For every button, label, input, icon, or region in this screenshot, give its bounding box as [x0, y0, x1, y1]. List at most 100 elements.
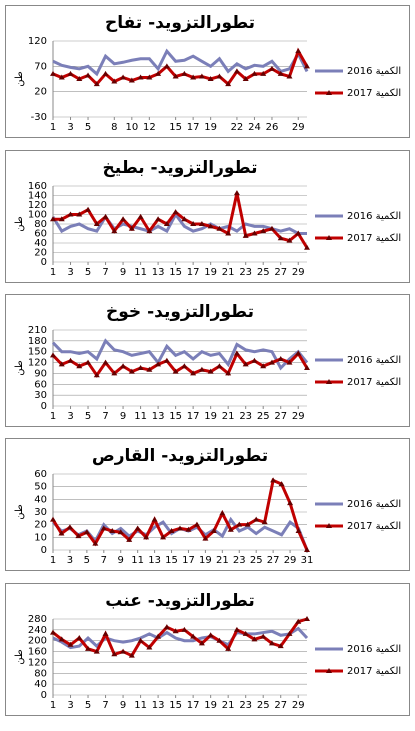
x-tick-label: 5	[85, 700, 91, 711]
point-marker	[242, 361, 249, 367]
y-axis-label: طن	[14, 649, 25, 665]
point-marker	[181, 626, 188, 632]
y-tick-label: 0	[41, 401, 47, 412]
point-marker	[160, 534, 167, 540]
point-marker	[198, 221, 205, 226]
point-marker	[85, 206, 92, 212]
x-tick-label: 29	[292, 122, 305, 133]
point-marker	[137, 213, 144, 219]
x-tick-label: 9	[118, 555, 124, 566]
x-tick-label: 11	[131, 555, 144, 566]
point-marker	[151, 516, 158, 522]
y-tick-label: 60	[34, 379, 47, 390]
point-marker	[277, 355, 284, 361]
point-marker	[207, 368, 214, 374]
point-marker	[227, 526, 234, 532]
point-marker	[102, 359, 109, 365]
x-tick-label: 5	[85, 267, 91, 278]
point-marker	[146, 228, 153, 234]
point-marker	[233, 350, 240, 356]
point-marker	[58, 530, 65, 536]
point-marker	[260, 228, 267, 234]
point-marker	[76, 363, 83, 369]
point-marker	[233, 190, 240, 196]
point-marker	[102, 213, 109, 219]
x-tick-label: 27	[274, 267, 287, 278]
point-marker	[92, 540, 99, 546]
point-marker	[260, 70, 267, 76]
x-tick-label: 22	[231, 122, 244, 133]
x-tick-label: 31	[301, 555, 314, 566]
x-tick-label: 17	[182, 555, 195, 566]
x-tick-label: 7	[102, 700, 108, 711]
x-tick-label: 29	[292, 411, 305, 422]
x-tick-label: 26	[266, 122, 279, 133]
y-tick-label: 20	[34, 87, 47, 98]
point-marker	[76, 635, 83, 640]
point-marker	[172, 368, 179, 374]
point-marker	[268, 65, 275, 71]
point-marker	[277, 643, 284, 649]
point-marker	[286, 237, 293, 243]
y-tick-label: 100	[28, 210, 47, 221]
x-tick-label: 9	[120, 700, 126, 711]
point-marker	[304, 365, 310, 370]
point-marker	[58, 74, 65, 80]
point-marker	[193, 521, 200, 527]
x-tick-label: 15	[169, 411, 182, 422]
point-marker	[242, 76, 249, 81]
point-marker	[251, 70, 258, 76]
point-marker	[50, 70, 56, 76]
x-tick-label: 15	[165, 555, 178, 566]
point-marker	[134, 525, 141, 531]
y-tick-label: -30	[31, 112, 47, 123]
point-marker	[75, 533, 82, 539]
x-tick-label: 23	[239, 267, 252, 278]
y-axis-label: طن	[14, 504, 25, 520]
point-marker	[111, 228, 118, 234]
series-line	[51, 350, 309, 378]
point-marker	[181, 216, 188, 222]
x-tick-label: 19	[204, 122, 217, 133]
y-tick-label: 40	[34, 679, 47, 690]
point-marker	[155, 361, 162, 367]
y-tick-label: 160	[28, 181, 47, 192]
legend-label: الكمية 2016	[347, 66, 401, 77]
y-tick-label: 210	[28, 325, 47, 336]
point-marker	[216, 363, 223, 369]
point-marker	[67, 211, 74, 217]
x-tick-label: 21	[222, 267, 235, 278]
y-tick-label: 30	[34, 390, 47, 401]
chart-title: تطورالتزويد- خوخ	[106, 302, 254, 322]
point-marker	[225, 645, 232, 651]
x-tick-label: 23	[233, 555, 246, 566]
x-tick-label: 21	[222, 411, 235, 422]
point-marker	[67, 70, 74, 76]
point-marker	[85, 359, 92, 365]
x-tick-label: 13	[152, 411, 165, 422]
point-marker	[128, 368, 135, 374]
point-marker	[58, 636, 65, 642]
y-tick-label: 120	[28, 358, 47, 369]
x-tick-label: 19	[204, 267, 217, 278]
point-marker	[207, 76, 214, 81]
x-tick-label: 3	[67, 700, 73, 711]
point-marker	[177, 525, 183, 531]
y-tick-label: 0	[41, 257, 47, 268]
point-marker	[233, 68, 240, 74]
point-marker	[260, 633, 267, 639]
x-tick-label: 15	[169, 267, 182, 278]
x-tick-label: 12	[143, 122, 156, 133]
chart-title: تطورالتزويد- بطيخ	[103, 158, 258, 178]
point-marker	[58, 216, 65, 222]
y-tick-label: 180	[28, 336, 47, 347]
point-marker	[102, 630, 109, 636]
point-marker	[304, 616, 310, 621]
series-line	[52, 626, 309, 650]
point-marker	[85, 72, 92, 78]
x-tick-label: 24	[248, 122, 261, 133]
x-tick-label: 29	[292, 267, 305, 278]
point-marker	[111, 370, 118, 376]
